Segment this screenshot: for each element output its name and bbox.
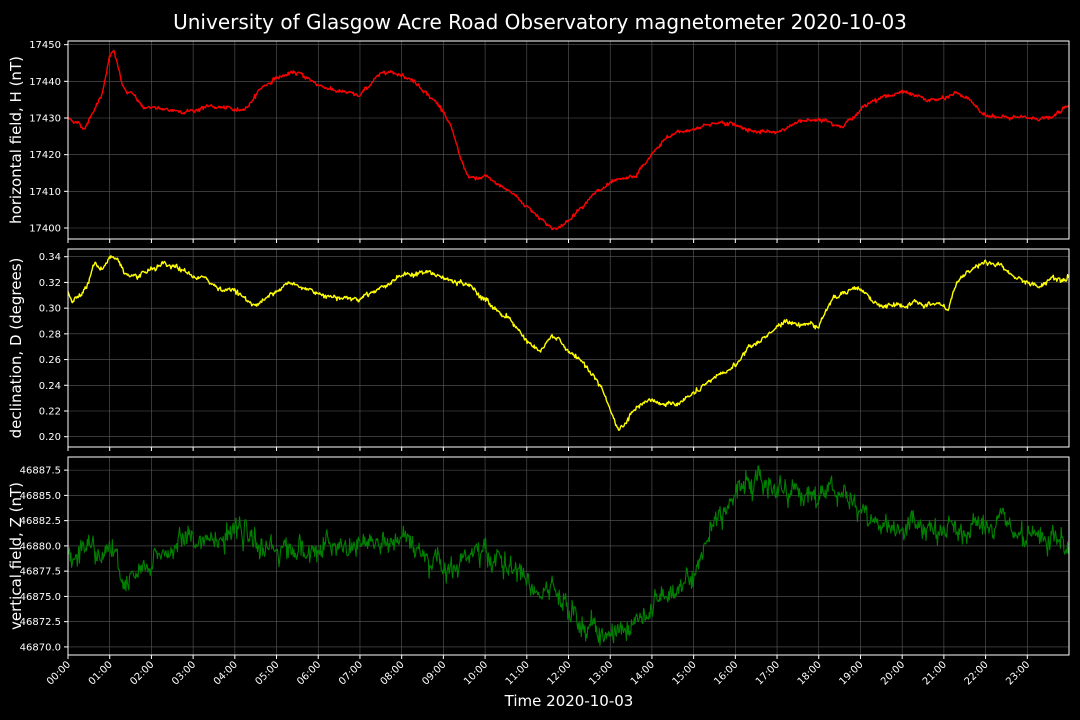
x-axis-ticks [67, 239, 1028, 243]
vertical-field-panel: 46870.0 46872.5 46875.0 46877.5 46880.0 46882… [7, 456, 1070, 659]
series-line-layer [67, 255, 1070, 431]
grid [67, 41, 1069, 239]
x-axis-ticks [67, 447, 1028, 451]
series-line-layer [67, 465, 1070, 647]
y-tick-label: 46870.0 [20, 642, 61, 653]
series-line-layer [67, 49, 1070, 231]
y-tick-label: 46887.5 [20, 466, 61, 477]
y-axis-ticks: 46870.0 46872.5 46875.0 46877.5 46880.0 46882… [20, 466, 68, 653]
y-tick-label: 0.28 [39, 329, 61, 340]
y-tick-label: 46882.5 [20, 516, 61, 527]
grid [67, 457, 1069, 655]
y-axis-ticks: 0.20 0.22 0.24 0.26 0.28 0.30 0.32 0.34 [39, 252, 68, 443]
y-tick-label: 46885.0 [20, 491, 61, 502]
y-tick-label: 0.34 [39, 252, 61, 263]
y-tick-label: 46877.5 [20, 567, 61, 578]
declination-series-line [67, 255, 1070, 431]
y-tick-label: 46875.0 [20, 592, 61, 603]
y-axis-label: horizontal field, H (nT) [7, 56, 25, 224]
y-tick-label: 46872.5 [20, 617, 61, 628]
y-tick-label: 0.30 [39, 304, 61, 315]
grid [67, 249, 1069, 447]
y-axis-ticks: 17400 17410 17420 17430 17440 17450 [29, 40, 68, 235]
figure-title: University of Glasgow Acre Road Observat… [173, 10, 907, 34]
y-tick-label: 46880.0 [20, 541, 61, 552]
y-axis-label: declination, D (degrees) [7, 258, 25, 439]
declination-panel: 0.20 0.22 0.24 0.26 0.28 0.30 0.32 0.34 declina… [7, 248, 1070, 451]
y-tick-label: 17440 [29, 77, 61, 88]
y-tick-label: 17400 [29, 224, 61, 235]
y-tick-label: 0.20 [39, 432, 61, 443]
y-tick-label: 17410 [29, 187, 61, 198]
y-tick-label: 17450 [29, 40, 61, 51]
x-axis-ticks [67, 655, 1028, 659]
y-tick-label: 0.24 [39, 381, 61, 392]
y-tick-label: 17420 [29, 150, 61, 161]
vertical-field-series-line [67, 465, 1070, 647]
horizontal-field-series-line [67, 49, 1070, 231]
y-tick-label: 17430 [29, 114, 61, 125]
y-tick-label: 0.32 [39, 278, 61, 289]
y-tick-label: 0.26 [39, 355, 61, 366]
y-axis-label: vertical field, Z (nT) [7, 482, 25, 630]
x-axis-label: Time 2020-10-03 [504, 692, 634, 710]
y-tick-label: 0.22 [39, 407, 61, 418]
horizontal-field-panel: 17400 17410 17420 17430 17440 17450 horizonta… [7, 40, 1070, 243]
